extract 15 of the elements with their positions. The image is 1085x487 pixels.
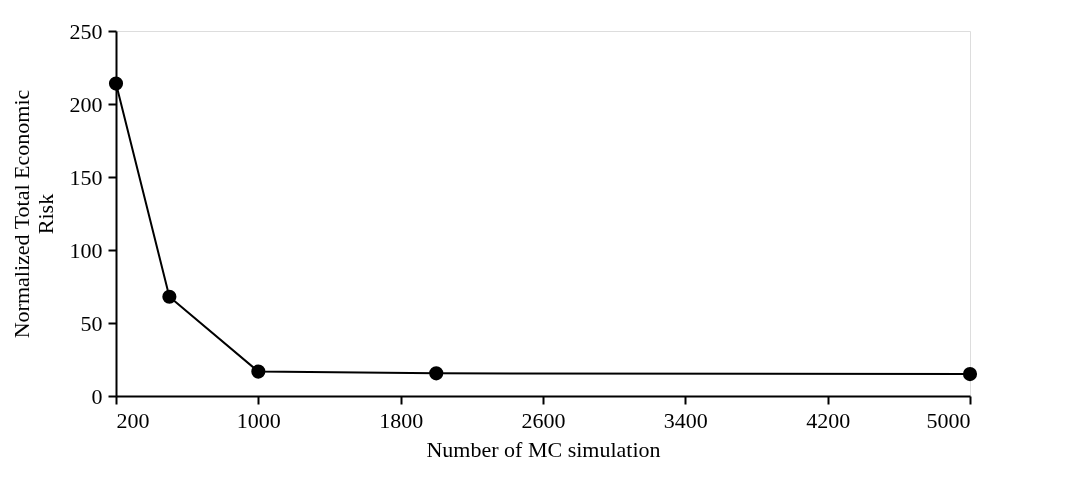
y-tick-label: 50 (80, 310, 103, 336)
y-tick-label: 0 (91, 383, 103, 409)
x-tick-label: 4200 (806, 407, 851, 433)
x-tick-label: 1800 (379, 407, 424, 433)
x-tick-label: 5000 (926, 407, 971, 433)
y-tick-label: 250 (69, 18, 103, 44)
y-tick-label: 150 (69, 164, 103, 190)
x-tick-label: 200 (116, 407, 150, 433)
x-tick-label: 2600 (521, 407, 566, 433)
x-axis-title: Number of MC simulation (426, 436, 661, 462)
x-tick-label: 1000 (236, 407, 281, 433)
x-tick-label: 3400 (663, 407, 708, 433)
y-tick-label: 200 (69, 91, 103, 117)
y-tick-label: 100 (69, 237, 103, 263)
y-axis-title: Normalized Total Economic Risk (8, 89, 58, 339)
